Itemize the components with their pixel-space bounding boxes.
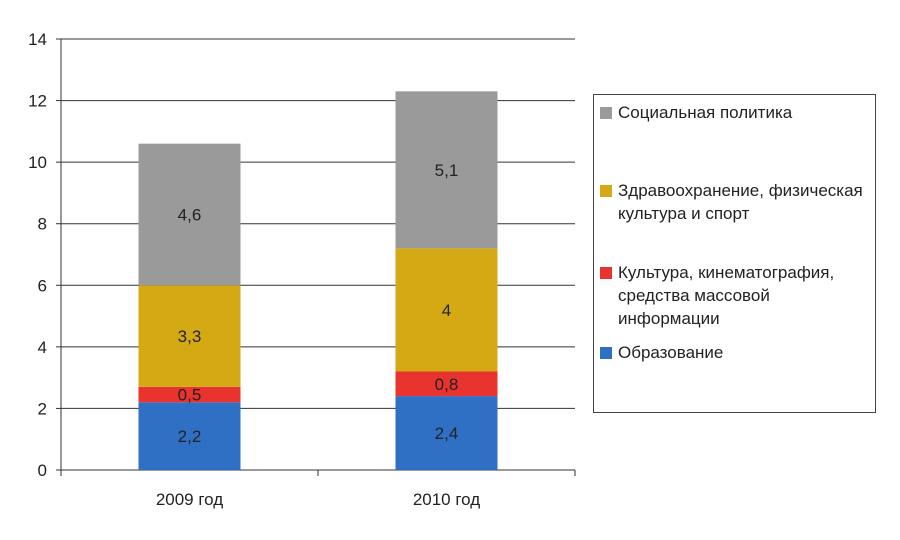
bar-segment	[395, 248, 498, 372]
x-category-label: 2010 год	[413, 490, 480, 509]
legend-label: Образование	[618, 343, 724, 362]
bar-segment	[138, 143, 241, 286]
legend-swatch	[600, 347, 612, 359]
legend-item-culture: Культура, кинематография, средства массо…	[600, 261, 872, 330]
legend: Социальная политика Здравоохранение, физ…	[593, 94, 876, 413]
bar-segment	[138, 402, 241, 470]
legend-swatch	[600, 267, 612, 279]
bar-value-label: 3,3	[178, 327, 202, 346]
legend-item-healthcare: Здравоохранение, физическая культура и с…	[600, 179, 872, 225]
bar-segment	[395, 371, 498, 397]
legend-item-education: Образование	[600, 341, 872, 364]
legend-swatch	[600, 107, 612, 119]
bar-value-label: 4,6	[178, 205, 202, 224]
y-tick-labels: 0 2 4 6 8 10 12 14	[28, 30, 47, 480]
bar-value-label: 4	[442, 301, 451, 320]
x-category-labels: 2009 год 2010 год	[156, 490, 480, 509]
legend-swatch	[600, 185, 612, 197]
bar-segment	[138, 386, 241, 403]
y-tick-label: 4	[38, 338, 47, 357]
legend-label: Социальная политика	[618, 103, 793, 122]
bar-value-label: 5,1	[435, 161, 459, 180]
legend-label: Здравоохранение, физическая культура и с…	[618, 181, 863, 223]
x-category-label: 2009 год	[156, 490, 223, 509]
y-tick-label: 6	[38, 276, 47, 295]
bar-value-label: 2,2	[178, 427, 202, 446]
y-tick-label: 10	[28, 153, 47, 172]
bar-value-label: 2,4	[435, 424, 459, 443]
bar-value-label: 0,5	[178, 386, 202, 405]
data-labels: 2,2 0,5 3,3 4,6 2,4 0,8 4 5,1	[178, 161, 459, 446]
y-tick-label: 0	[38, 461, 47, 480]
gridlines	[61, 38, 575, 409]
y-tick-label: 14	[28, 30, 47, 49]
bar-segment	[395, 91, 498, 249]
bar-value-label: 0,8	[435, 375, 459, 394]
y-tick-label: 2	[38, 399, 47, 418]
bars	[138, 91, 498, 470]
bar-segment	[395, 396, 498, 470]
y-tick-label: 8	[38, 215, 47, 234]
bar-segment	[138, 285, 241, 387]
y-tick-label: 12	[28, 92, 47, 111]
legend-label: Культура, кинематография, средства массо…	[618, 263, 835, 328]
legend-item-social-policy: Социальная политика	[600, 101, 872, 124]
